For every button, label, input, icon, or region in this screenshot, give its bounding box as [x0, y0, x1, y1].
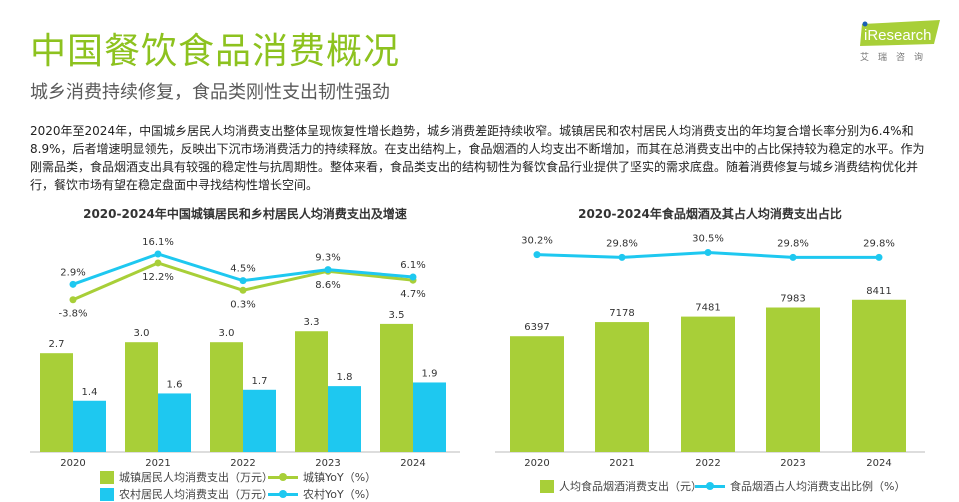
chart2-food-bar [852, 299, 906, 452]
chart1-bar-label: 3.0 [134, 328, 150, 339]
chart1-yoy-label: -3.8% [58, 309, 87, 320]
chart2-food-bar [595, 322, 649, 452]
chart2-ratio-label: 29.8% [606, 238, 638, 249]
chart2-bar-label: 6397 [524, 322, 549, 333]
chart1-bar-label: 1.4 [82, 387, 98, 398]
chart1-yoy-point [154, 250, 162, 258]
legend-rural-yoy: 农村YoY（%） [268, 486, 376, 502]
chart2-ratio-label: 29.8% [777, 238, 809, 249]
chart1-bar-label: 1.7 [252, 376, 268, 387]
chart2-bar-label: 7178 [609, 308, 634, 319]
chart2-x-tick: 2020 [524, 458, 549, 469]
legend-urban-yoy: 城镇YoY（%） [268, 469, 376, 485]
legend-urban-bar: 城镇居民人均消费支出（万元） [100, 469, 273, 485]
chart1-yoy-point [154, 259, 162, 267]
chart2-ratio-point [875, 253, 883, 261]
chart1-x-tick: 2020 [60, 458, 85, 469]
chart2-ratio-point [533, 251, 541, 259]
chart1-yoy-point [69, 280, 77, 288]
chart2-ratio-point [789, 253, 797, 261]
chart1-urban-bar [125, 342, 158, 452]
page-title: 中国餐饮食品消费概况 [30, 31, 401, 72]
chart1-yoy-label: 4.5% [230, 264, 255, 275]
chart1-yoy-point [324, 266, 332, 274]
chart1-x-tick: 2022 [230, 458, 255, 469]
chart2-x-tick: 2022 [695, 458, 720, 469]
chart1-rural-bar [243, 389, 276, 452]
legend-rural-bar: 农村居民人均消费支出（万元） [100, 486, 273, 502]
chart1-yoy-label: 6.1% [400, 260, 425, 271]
chart1-title: 2020-2024年中国城镇居民和乡村居民人均消费支出及增速 [83, 207, 407, 221]
chart1-yoy-point [409, 273, 417, 281]
body-text: 2020年至2024年，中国城乡居民人均消费支出整体呈现恢复性增长趋势，城乡消费… [30, 124, 925, 192]
chart2-bar-label: 8411 [866, 286, 891, 297]
chart1-rural-bar [413, 382, 446, 452]
chart1-bar-label: 3.3 [304, 317, 320, 328]
chart2-x-tick: 2024 [866, 458, 891, 469]
chart1-urban-bar [210, 342, 243, 452]
chart1-yoy-label: 16.1% [142, 237, 174, 248]
chart2-x-tick: 2021 [609, 458, 634, 469]
svg-text:iResearch: iResearch [864, 27, 932, 44]
chart1-bar-label: 3.0 [219, 328, 235, 339]
legend-food-bar: 人均食品烟酒消费支出（元） [540, 478, 702, 494]
chart2-food-bar [681, 316, 735, 452]
chart1-bar-label: 2.7 [49, 339, 65, 350]
chart1-yoy-label: 12.2% [142, 272, 174, 283]
legend-food-ratio: 食品烟酒占人均消费支出比例（%） [695, 478, 905, 494]
chart1-bar-label: 1.6 [167, 379, 183, 390]
chart1-x-tick: 2021 [145, 458, 170, 469]
chart2-food-bar [766, 307, 820, 452]
chart1-yoy-point [69, 296, 77, 304]
chart1-yoy-label: 8.6% [315, 280, 340, 291]
chart1-yoy-label: 4.7% [400, 289, 425, 300]
chart2-ratio-label: 30.2% [521, 236, 553, 247]
chart1-bar-label: 1.8 [337, 372, 353, 383]
chart1-urban-bar [380, 323, 413, 452]
chart2-ratio-point [618, 253, 626, 261]
chart1-urban-bar [295, 331, 328, 452]
iresearch-logo: iResearch [860, 20, 940, 46]
chart1-bar-label: 1.9 [422, 368, 438, 379]
chart2-ratio-point [704, 249, 712, 256]
chart2-title: 2020-2024年食品烟酒及其占人均消费支出占比 [578, 207, 842, 221]
chart1-yoy-point [239, 277, 247, 285]
chart1-x-tick: 2023 [315, 458, 340, 469]
chart2-ratio-label: 30.5% [692, 234, 724, 245]
logo-subtext: 艾瑞咨询 [860, 53, 933, 63]
chart2-bar-label: 7481 [695, 303, 720, 314]
chart2-ratio-label: 29.8% [863, 238, 895, 249]
chart1-x-tick: 2024 [400, 458, 425, 469]
chart1-bar-label: 3.5 [389, 310, 405, 321]
chart2-bar-label: 7983 [780, 294, 805, 305]
chart1-yoy-label: 9.3% [315, 253, 340, 264]
chart1-rural-bar [328, 386, 361, 452]
page-subtitle: 城乡消费持续修复，食品类刚性支出韧性强劲 [30, 82, 390, 103]
chart1-rural-bar [73, 400, 106, 452]
chart2-food-bar [510, 336, 564, 452]
chart1-yoy-label: 0.3% [230, 299, 255, 310]
chart1-yoy-label: 2.9% [60, 267, 85, 278]
chart1-yoy-point [239, 286, 247, 294]
chart1-urban-bar [40, 353, 73, 452]
chart2-x-tick: 2023 [780, 458, 805, 469]
chart1-rural-bar [158, 393, 191, 452]
